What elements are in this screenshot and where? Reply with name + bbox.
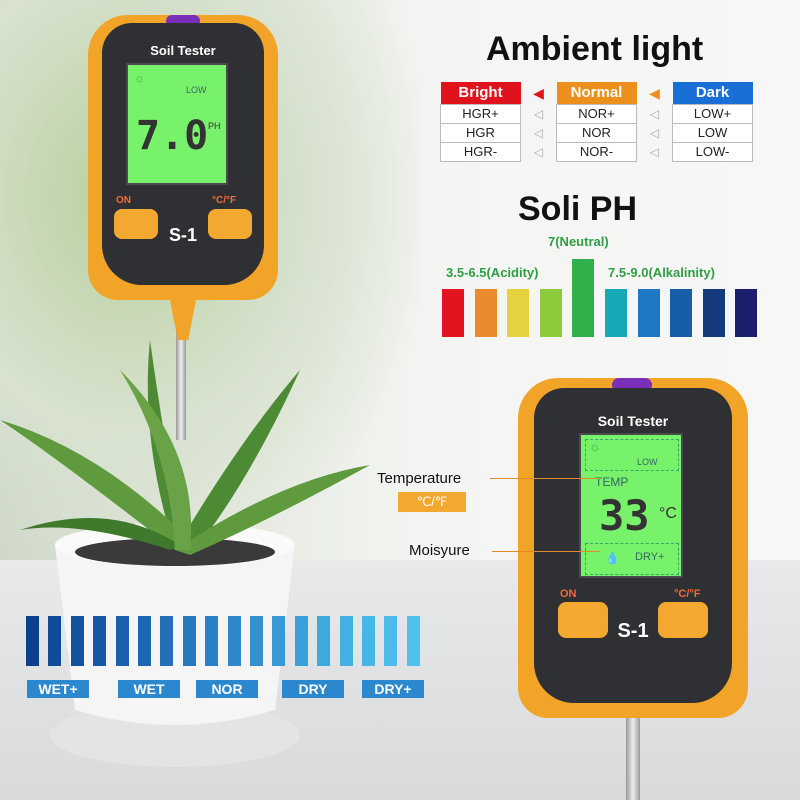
callout-line (490, 478, 600, 479)
ph-color-bar (507, 289, 530, 337)
potted-plant-image (0, 340, 370, 767)
ph-color-bar (637, 289, 660, 337)
lcd-ph-unit: PH (208, 121, 221, 131)
arrow-left-icon: ◁ (649, 106, 660, 121)
ph-color-bar (572, 259, 595, 337)
moisture-label-wet: WET (118, 680, 180, 698)
moisture-label-wet-plus: WET+ (27, 680, 89, 698)
cell: NOR- (556, 141, 637, 162)
moisture-bar (272, 616, 286, 666)
model-label: S-1 (617, 620, 649, 642)
moisture-bar (294, 616, 308, 666)
sun-icon: ☼ (134, 71, 145, 85)
cell: LOW (672, 122, 753, 143)
moisture-bar (250, 616, 263, 666)
moisture-bar (48, 616, 62, 666)
lcd-temp-label: TEMP (595, 475, 629, 489)
ph-color-bar (670, 289, 693, 337)
soil-tester-device-top: Soil Tester ☼ LOW 7.0 PH ON °C/°F S-1 (88, 15, 278, 340)
callout-line (492, 551, 600, 552)
lcd-temp-unit: °C (659, 505, 677, 522)
moisture-label-dry-plus: DRY+ (362, 680, 424, 698)
arrow-left-icon: ◀ (649, 84, 660, 101)
arrow-left-icon: ◁ (533, 125, 544, 140)
brand-label: Soil Tester (150, 43, 216, 58)
soil-tester-device-bottom: Soil Tester ☼ LOW TEMP 33 °C 💧 DRY+ ON °… (518, 378, 748, 718)
moisture-bar (138, 616, 151, 666)
lcd-light-level: LOW (186, 85, 207, 95)
cell: HGR- (440, 141, 521, 162)
model-label: S-1 (168, 225, 197, 245)
arrow-left-icon: ◁ (533, 144, 544, 159)
water-drop-icon: 💧 (605, 551, 620, 565)
cell: NOR+ (556, 103, 637, 124)
moisture-bar (362, 616, 375, 666)
lcd-moisture-zone (585, 543, 679, 575)
moisture-bar (70, 616, 84, 666)
unit-toggle-button[interactable] (658, 602, 708, 638)
brand-label: Soil Tester (597, 413, 669, 429)
cell: HGR+ (440, 103, 521, 124)
lcd-temp-value: 33 (599, 491, 650, 540)
unit-label: °C/°F (212, 195, 237, 206)
sun-icon: ☼ (589, 439, 601, 454)
header-dark: Dark (672, 82, 753, 104)
ph-color-bar (605, 289, 627, 337)
lcd-ph-value: 7.0 (136, 113, 209, 159)
moisture-bar (339, 616, 353, 666)
moisture-bar (406, 616, 420, 666)
moisture-bar (26, 616, 39, 666)
moisture-bar (317, 616, 331, 666)
temperature-callout: Temperature (377, 470, 462, 487)
header-bright: Bright (440, 82, 521, 104)
on-label: ON (560, 588, 577, 600)
ambient-light-table: Bright ◀ Normal ◀ Dark HGR+ ◁ NOR+ ◁ LOW+ HG… (440, 82, 753, 162)
moisture-label-dry: DRY (282, 680, 344, 698)
unit-toggle-button[interactable] (208, 209, 252, 239)
moisture-bar (205, 616, 219, 666)
arrow-left-icon: ◁ (533, 106, 544, 121)
on-label: ON (116, 195, 131, 206)
moisture-bar (160, 616, 174, 666)
moisture-label-nor: NOR (196, 680, 258, 698)
ph-acidity-label: 3.5-6.5(Acidity) (446, 265, 539, 280)
moisture-callout: Moisyure (409, 542, 470, 559)
arrow-left-icon: ◁ (649, 125, 660, 140)
ph-color-bar (442, 289, 464, 337)
ph-color-bar (474, 289, 497, 337)
cell: HGR (440, 122, 521, 143)
arrow-left-icon: ◀ (533, 84, 544, 101)
moisture-bar (115, 616, 129, 666)
soil-ph-title: Soli PH (518, 190, 638, 228)
arrow-left-icon: ◁ (649, 144, 660, 159)
cell: LOW+ (672, 103, 753, 124)
header-normal: Normal (556, 82, 637, 104)
ph-color-bar (735, 289, 758, 337)
ambient-light-title: Ambient light (486, 30, 704, 68)
cell: NOR (556, 122, 637, 143)
lcd-moisture-value: DRY+ (635, 551, 665, 563)
ph-neutral-label: 7(Neutral) (548, 234, 609, 249)
moisture-bar (93, 616, 107, 666)
on-button[interactable] (558, 602, 608, 638)
probe-rod (626, 718, 640, 800)
unit-label: °C/°F (674, 588, 701, 600)
moisture-bar (384, 616, 398, 666)
temp-unit-tag: ℃/℉ (398, 492, 466, 512)
lcd-light-zone (585, 439, 679, 471)
moisture-bar (182, 616, 196, 666)
cell: LOW- (672, 141, 753, 162)
on-button[interactable] (114, 209, 158, 239)
probe-rod (176, 300, 186, 440)
ph-color-bar (539, 289, 562, 337)
ph-color-bar (702, 289, 725, 337)
ph-alkalinity-label: 7.5-9.0(Alkalinity) (608, 265, 715, 280)
lcd-light-level: LOW (637, 457, 658, 467)
moisture-bar (227, 616, 241, 666)
